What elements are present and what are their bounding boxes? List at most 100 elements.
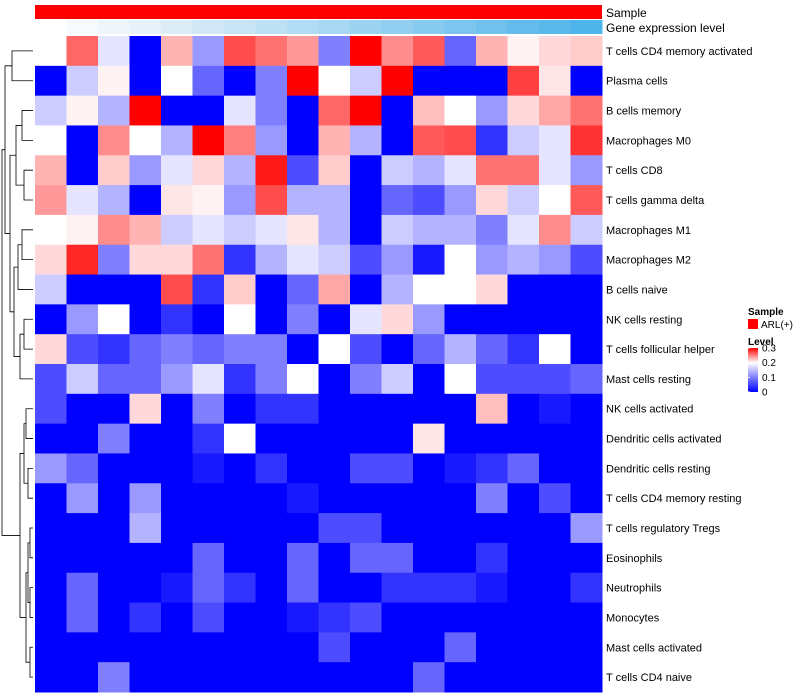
heatmap-cell [66,364,99,395]
heatmap-cell [539,65,571,97]
heatmap-cell [476,572,508,604]
heatmap-cell [476,513,508,544]
heatmap-cell [192,364,225,395]
heatmap-cell [192,95,225,126]
heatmap-cell [161,572,193,604]
heatmap-cell [381,36,414,67]
heatmap-cell [507,214,540,246]
heatmap-cell [161,274,193,305]
heatmap-cell [287,513,319,544]
heatmap-cell [287,572,319,604]
gene-annotation-cell [381,20,414,34]
heatmap-cell [161,483,193,514]
heatmap-cell [539,513,571,544]
heatmap-cell [476,662,508,693]
heatmap-cell [224,453,256,484]
heatmap-cell [381,453,414,484]
heatmap-cell [255,423,288,454]
heatmap-cell [66,334,99,365]
heatmap-cell [570,632,603,663]
heatmap-cell [129,274,162,305]
heatmap-cell [413,572,445,604]
heatmap-cell [413,95,445,126]
heatmap-cell [98,334,130,365]
heatmap-cell [98,423,130,454]
heatmap-cell [318,602,351,633]
heatmap-cell [98,453,130,484]
heatmap-cell [539,393,571,425]
heatmap-cell [255,632,288,663]
heatmap-cell [98,542,130,574]
heatmap-cell [66,602,99,633]
row-label: T cells follicular helper [606,344,715,356]
heatmap-cell [192,513,225,544]
heatmap-cell [350,483,382,514]
heatmap-cell [129,36,162,67]
heatmap-cell [35,95,67,126]
heatmap-cell [35,542,67,574]
heatmap-cell [444,572,477,604]
heatmap-cell [413,334,445,365]
heatmap-cell [570,244,603,276]
heatmap-cell [350,65,382,97]
heatmap-cell [539,423,571,454]
gene-annotation-cell [192,20,225,34]
heatmap-cell [129,542,162,574]
heatmap-cell [287,125,319,156]
heatmap-cell [98,662,130,693]
heatmap-cell [570,304,603,335]
heatmap-cell [507,274,540,305]
row-label: T cells CD4 memory activated [606,46,753,58]
heatmap-cell [507,662,540,693]
heatmap-cell [35,65,67,97]
heatmap-cell [444,95,477,126]
heatmap-cell [507,65,540,97]
annotation-gene-title: Gene expression level [606,21,725,35]
heatmap-cell [381,274,414,305]
heatmap-cell [255,304,288,335]
heatmap-cell [224,65,256,97]
heatmap-cell [255,125,288,156]
heatmap-cell [129,453,162,484]
heatmap-cell [255,185,288,216]
heatmap-cell [444,244,477,276]
heatmap-cell [444,542,477,574]
heatmap-cell [255,453,288,484]
heatmap-cell [413,632,445,663]
heatmap-cell [318,244,351,276]
row-label: Macrophages M2 [606,255,691,267]
heatmap-cell [129,483,162,514]
dendrogram-branch [4,65,12,234]
row-label: T cells CD8 [606,165,663,177]
heatmap-cell [98,244,130,276]
gene-annotation-cell [35,20,67,34]
heatmap-cell [507,36,540,67]
heatmap-cell [539,572,571,604]
row-label: T cells gamma delta [606,195,705,207]
heatmap-cell [66,244,99,276]
heatmap-cell [413,214,445,246]
heatmap-cell [350,632,382,663]
row-label: T cells CD4 memory resting [606,493,742,505]
heatmap-cell [476,423,508,454]
legend-level-ticks: 0.3 0.2 0.1 0 [748,344,776,399]
heatmap-cell [476,65,508,97]
heatmap-cell [35,513,67,544]
heatmap-cell [539,36,571,67]
heatmap-cell [98,304,130,335]
legend-sample-title: Sample [748,307,784,318]
heatmap-cell [255,572,288,604]
heatmap-cell [318,364,351,395]
heatmap-cell [318,453,351,484]
heatmap-cell [66,65,99,97]
heatmap-cell [350,95,382,126]
heatmap-cell [287,423,319,454]
heatmap-cell [381,364,414,395]
heatmap-cell [539,364,571,395]
heatmap-cell [570,125,603,156]
heatmap-cell [192,483,225,514]
heatmap-cell [413,36,445,67]
heatmap-cell [192,65,225,97]
heatmap-cell [318,334,351,365]
heatmap-cell [129,334,162,365]
